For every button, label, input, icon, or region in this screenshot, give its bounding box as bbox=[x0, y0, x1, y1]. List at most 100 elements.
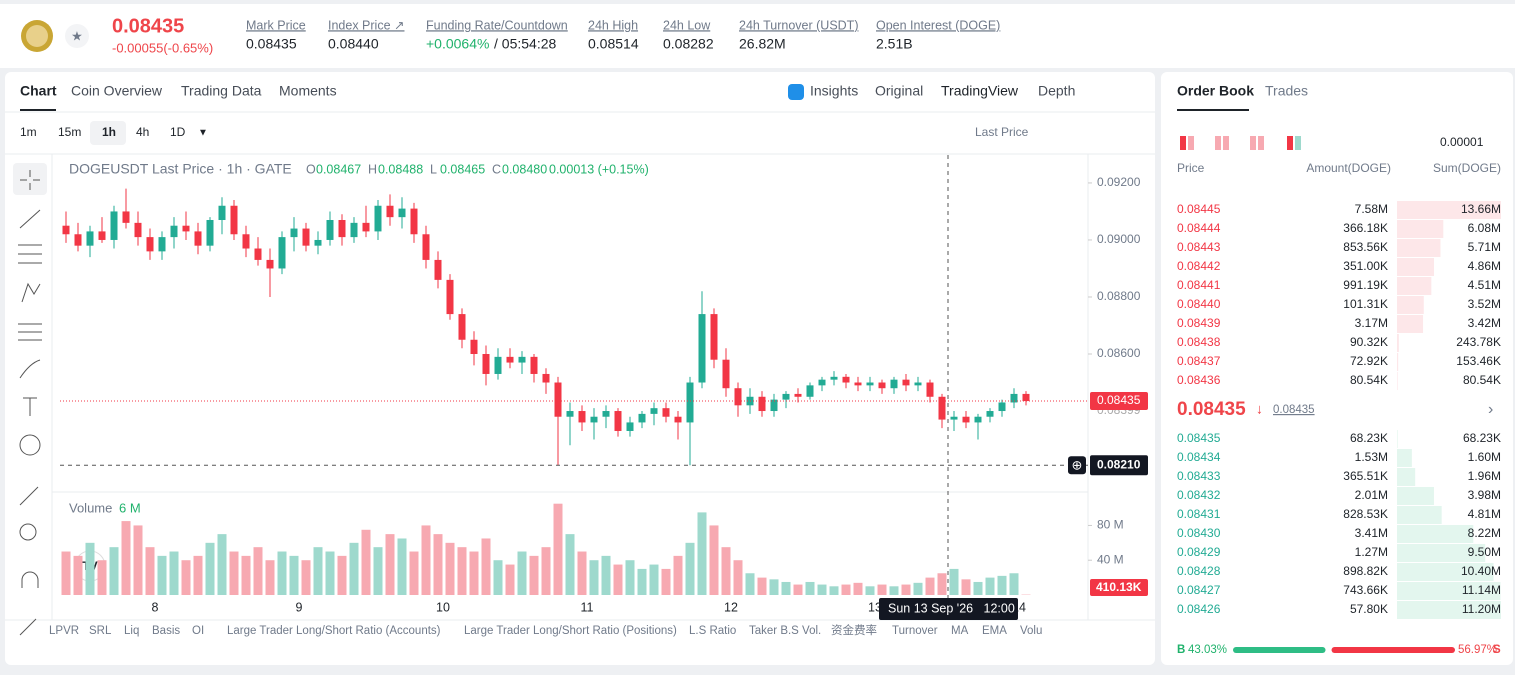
indicator[interactable]: Large Trader Long/Short Ratio (Positions… bbox=[464, 625, 677, 637]
indicator[interactable]: LPVR bbox=[49, 625, 79, 637]
volume-bar bbox=[530, 556, 539, 595]
candle-body bbox=[99, 231, 106, 240]
candle-body bbox=[591, 417, 598, 423]
ob-col: Amount(DOGE) bbox=[1306, 161, 1391, 175]
indicator[interactable]: MA bbox=[951, 625, 969, 637]
stat-value: 2.51B bbox=[876, 36, 913, 52]
indicator[interactable]: Basis bbox=[152, 625, 180, 637]
price-source[interactable]: Last Price bbox=[975, 125, 1029, 139]
candle-body bbox=[339, 220, 346, 237]
view-tab[interactable]: TradingView bbox=[941, 83, 1019, 99]
ob-price: 0.08434 bbox=[1177, 450, 1221, 464]
candle-body bbox=[903, 380, 910, 386]
candle-body bbox=[879, 383, 886, 389]
tab[interactable]: Coin Overview bbox=[71, 83, 163, 99]
volume-bar bbox=[650, 565, 659, 595]
interval[interactable]: 1m bbox=[20, 125, 37, 139]
coin-logo-inner bbox=[26, 25, 48, 47]
ob-sum: 4.86M bbox=[1468, 259, 1501, 273]
ob-price: 0.08444 bbox=[1177, 221, 1221, 235]
ob-tab[interactable]: Order Book bbox=[1177, 83, 1254, 99]
ob-sum: 8.22M bbox=[1468, 526, 1501, 540]
candle-body bbox=[627, 422, 634, 431]
indicator[interactable]: 资金费率 bbox=[831, 623, 877, 637]
interval[interactable]: 15m bbox=[58, 125, 81, 139]
buy-letter: B bbox=[1177, 644, 1185, 656]
indicator[interactable]: Liq bbox=[124, 625, 139, 637]
view-tab[interactable]: Depth bbox=[1038, 83, 1075, 99]
depth-bar bbox=[1397, 220, 1443, 238]
ob-price: 0.08441 bbox=[1177, 278, 1221, 292]
indicator[interactable]: EMA bbox=[982, 625, 1007, 637]
candle-body bbox=[195, 231, 202, 245]
view-tab[interactable]: Insights bbox=[810, 83, 858, 99]
book-mode[interactable] bbox=[1223, 136, 1229, 150]
y-tick-label: 0.08600 bbox=[1097, 346, 1141, 360]
volume-bar bbox=[290, 556, 299, 595]
precision[interactable]: 0.00001 bbox=[1440, 135, 1484, 149]
book-mode[interactable] bbox=[1258, 136, 1264, 150]
candle-body bbox=[531, 357, 538, 374]
candle-body bbox=[435, 260, 442, 280]
candle-body bbox=[135, 223, 142, 237]
indicator[interactable]: Volu bbox=[1020, 625, 1042, 637]
candle-body bbox=[783, 394, 790, 400]
candle-body bbox=[399, 209, 406, 218]
volume-bar bbox=[938, 573, 947, 595]
ob-price: 0.08428 bbox=[1177, 564, 1221, 578]
view-tab[interactable]: Original bbox=[875, 83, 923, 99]
volume-bar bbox=[722, 547, 731, 595]
ob-sum: 11.14M bbox=[1462, 583, 1501, 597]
book-mode[interactable] bbox=[1287, 136, 1293, 150]
interval[interactable]: 4h bbox=[136, 125, 149, 139]
book-mode[interactable] bbox=[1215, 136, 1221, 150]
ob-more: › bbox=[1488, 401, 1493, 418]
depth-bar bbox=[1397, 487, 1434, 505]
candle-body bbox=[387, 206, 394, 217]
book-mode[interactable] bbox=[1250, 136, 1256, 150]
ob-sum: 13.66M bbox=[1461, 202, 1501, 216]
book-mode[interactable] bbox=[1188, 136, 1194, 150]
candle-body bbox=[219, 206, 226, 220]
indicator[interactable]: Taker B.S Vol. bbox=[749, 625, 821, 637]
tab[interactable]: Moments bbox=[279, 83, 337, 99]
depth-bar bbox=[1397, 506, 1442, 524]
ob-price: 0.08438 bbox=[1177, 335, 1221, 349]
indicator[interactable]: L.S Ratio bbox=[689, 625, 736, 637]
depth-bar bbox=[1397, 277, 1431, 295]
ob-amount: 90.32K bbox=[1350, 335, 1388, 349]
ob-tab[interactable]: Trades bbox=[1265, 83, 1308, 99]
ob-amount: 898.82K bbox=[1343, 564, 1388, 578]
indicator[interactable]: Large Trader Long/Short Ratio (Accounts) bbox=[227, 625, 441, 637]
interval[interactable]: 1h bbox=[102, 125, 116, 139]
tab[interactable]: Trading Data bbox=[181, 83, 262, 99]
price-change: -0.00055(-0.65%) bbox=[112, 40, 213, 55]
indicator[interactable]: OI bbox=[192, 625, 204, 637]
candle-body bbox=[723, 360, 730, 389]
book-mode[interactable] bbox=[1180, 136, 1186, 150]
book-mode[interactable] bbox=[1295, 136, 1301, 150]
sell-pct: 56.97% bbox=[1458, 644, 1497, 656]
indicator[interactable]: Turnover bbox=[892, 625, 938, 637]
dropdown: ▼ bbox=[198, 128, 208, 139]
volume-bar bbox=[974, 582, 983, 595]
stat-label: Mark Price bbox=[246, 18, 306, 32]
candle-body bbox=[495, 357, 502, 374]
volume-value: 6 M bbox=[119, 500, 141, 515]
volume-bar bbox=[254, 547, 263, 595]
ob-amount: 828.53K bbox=[1343, 507, 1388, 521]
candle-body bbox=[555, 383, 562, 417]
candle-body bbox=[471, 340, 478, 354]
tab[interactable]: Chart bbox=[20, 83, 57, 99]
ob-col: Price bbox=[1177, 161, 1205, 175]
y-tick-label: 0.08800 bbox=[1097, 289, 1141, 303]
volume-bar bbox=[914, 583, 923, 595]
ob-price: 0.08427 bbox=[1177, 583, 1221, 597]
indicator[interactable]: SRL bbox=[89, 625, 112, 637]
mid-price: 0.08435 bbox=[1177, 399, 1246, 420]
ob-amount: 57.80K bbox=[1350, 602, 1388, 616]
candle-body bbox=[579, 411, 586, 422]
interval[interactable]: 1D bbox=[170, 125, 186, 139]
ob-price: 0.08426 bbox=[1177, 602, 1221, 616]
